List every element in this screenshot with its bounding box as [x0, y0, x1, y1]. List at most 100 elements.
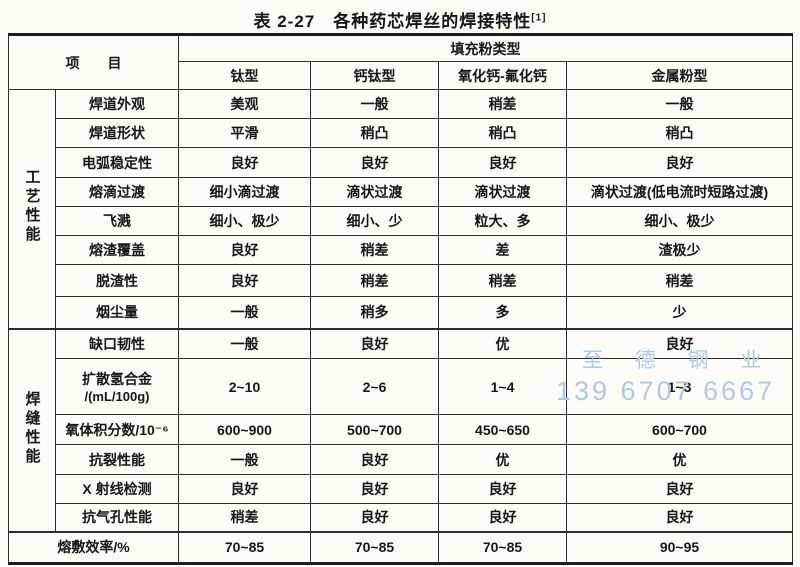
- cell-value: 滴状过渡(低电流时短路过渡): [566, 177, 793, 207]
- group-label: 工艺性能: [23, 169, 41, 246]
- table-row: 抗裂性能 一般 良好 优 优: [9, 444, 793, 475]
- cell-value: 良好: [178, 235, 311, 265]
- table-row: 熔渣覆盖 良好 稍差 差 渣极少: [9, 235, 793, 265]
- table-header-row-1: 项 目 填充粉类型: [8, 34, 793, 90]
- table-row: 氧体积分数/10⁻⁶ 600~900 500~700 450~650 600~7…: [9, 414, 793, 445]
- cell-value: 细小、极少: [566, 206, 793, 236]
- cell-value: 细小、极少: [178, 206, 311, 236]
- column-header: 金属粉型: [566, 61, 793, 90]
- cell-value: 良好: [178, 474, 311, 504]
- row-label: 抗气孔性能: [55, 503, 179, 532]
- cell-value: 少: [566, 296, 793, 329]
- row-label: 脱渣性: [55, 264, 179, 297]
- row-label: 熔滴过渡: [55, 177, 179, 207]
- cell-value: 70~85: [310, 530, 439, 564]
- cell-value: 450~650: [438, 414, 567, 445]
- table-header-row-2: 钛型 钙钛型 氧化钙-氟化钙 金属粉型: [9, 61, 793, 90]
- table-row: 焊道形状 平滑 稍凸 稍凸 稍凸: [9, 118, 793, 148]
- cell-value: 良好: [178, 147, 311, 178]
- row-label: 抗裂性能: [55, 444, 179, 475]
- row-label-unit: /(mL/100g): [84, 389, 150, 404]
- cell-value: 1~3: [566, 358, 793, 415]
- cell-value: 稍差: [178, 503, 311, 532]
- row-label: 熔渣覆盖: [55, 235, 179, 265]
- cell-value: 一般: [178, 296, 311, 329]
- cell-value: 良好: [566, 503, 793, 532]
- row-label: 氧体积分数/10⁻⁶: [55, 414, 179, 445]
- cell-value: 良好: [310, 503, 439, 532]
- cell-value: 美观: [178, 89, 311, 119]
- column-header: 钛型: [178, 61, 311, 90]
- cell-value: 优: [566, 444, 793, 475]
- table-row: 飞溅 细小、极少 细小、少 粒大、多 细小、极少: [9, 206, 793, 236]
- cell-value: 平滑: [178, 118, 311, 148]
- row-label-line1: 扩散氢合金: [82, 371, 152, 387]
- table-row: X 射线检测 良好 良好 良好 良好: [9, 474, 793, 504]
- cell-value: 一般: [178, 444, 311, 475]
- cell-value: 良好: [566, 474, 793, 504]
- cell-value: 良好: [566, 147, 793, 178]
- cell-value: 滴状过渡: [438, 177, 567, 207]
- cell-value: 良好: [438, 147, 567, 178]
- row-label: 缺口韧性: [55, 327, 179, 359]
- cell-value: 渣极少: [566, 235, 793, 265]
- cell-value: 稍多: [310, 296, 439, 329]
- cell-value: 粒大、多: [438, 206, 567, 236]
- cell-value: 良好: [438, 503, 567, 532]
- cell-value: 优: [438, 327, 567, 359]
- cell-value: 细小滴过渡: [178, 177, 311, 207]
- cell-value: 稍凸: [310, 118, 439, 148]
- cell-value: 良好: [438, 474, 567, 504]
- page-title: 表 2-27 各种药芯焊丝的焊接特性[1]: [0, 7, 800, 32]
- cell-value: 良好: [566, 327, 793, 359]
- cell-value: 600~700: [566, 414, 793, 445]
- row-label: 电弧稳定性: [55, 147, 179, 178]
- table-row: 电弧稳定性 良好 良好 良好 良好: [9, 147, 793, 178]
- cell-value: 稍差: [438, 89, 567, 119]
- cell-value: 稍差: [438, 264, 567, 297]
- table-row: 熔滴过渡 细小滴过渡 滴状过渡 滴状过渡 滴状过渡(低电流时短路过渡): [9, 177, 793, 207]
- cell-value: 优: [438, 444, 567, 475]
- cell-value: 70~85: [178, 530, 311, 564]
- cell-value: 稍差: [310, 235, 439, 265]
- group-label-cell: 焊缝性能: [8, 327, 56, 532]
- cell-value: 滴状过渡: [310, 177, 439, 207]
- cell-value: 差: [438, 235, 567, 265]
- cell-value: 良好: [310, 327, 439, 359]
- group-label: 焊缝性能: [23, 390, 41, 467]
- table-row: 扩散氢合金 /(mL/100g) 2~10 2~6 1~4 1~3: [9, 358, 793, 415]
- item-header-cell: 项 目: [8, 34, 179, 90]
- cell-value: 细小、少: [310, 206, 439, 236]
- cell-value: 一般: [310, 89, 439, 119]
- cell-value: 稍差: [310, 264, 439, 297]
- column-header: 钙钛型: [310, 61, 439, 90]
- group-label-cell: 工艺性能: [8, 89, 56, 329]
- footer-row-label: 熔敷效率/%: [8, 530, 179, 564]
- table-row: 抗气孔性能 稍差 良好 良好 良好: [9, 503, 793, 532]
- cell-value: 600~900: [178, 414, 311, 445]
- welding-characteristics-table: 项 目 填充粉类型 钛型 钙钛型 氧化钙-氟化钙 金属粉型 工艺性能 焊道外观 …: [8, 33, 793, 565]
- cell-value: 1~4: [438, 358, 567, 415]
- cell-value: 一般: [178, 327, 311, 359]
- cell-value: 500~700: [310, 414, 439, 445]
- cell-value: 稍凸: [566, 118, 793, 148]
- cell-value: 稍差: [566, 264, 793, 297]
- cell-value: 一般: [566, 89, 793, 119]
- title-footnote-marker: [1]: [531, 12, 547, 24]
- cell-value: 2~10: [178, 358, 311, 415]
- cell-value: 稍凸: [438, 118, 567, 148]
- row-label: X 射线检测: [55, 474, 179, 504]
- cell-value: 多: [438, 296, 567, 329]
- table-title-text: 表 2-27 各种药芯焊丝的焊接特性: [253, 12, 532, 31]
- cell-value: 90~95: [566, 530, 793, 564]
- cell-value: 良好: [310, 147, 439, 178]
- cell-value: 良好: [310, 474, 439, 504]
- cell-value: 良好: [310, 444, 439, 475]
- row-label: 烟尘量: [55, 296, 179, 329]
- cell-value: 2~6: [310, 358, 439, 415]
- row-label: 飞溅: [55, 206, 179, 236]
- row-label: 扩散氢合金 /(mL/100g): [55, 358, 179, 415]
- table-footer-row: 熔敷效率/% 70~85 70~85 70~85 90~95: [8, 530, 793, 564]
- filler-type-header-cell: 填充粉类型: [178, 34, 793, 62]
- row-label: 焊道形状: [55, 118, 179, 148]
